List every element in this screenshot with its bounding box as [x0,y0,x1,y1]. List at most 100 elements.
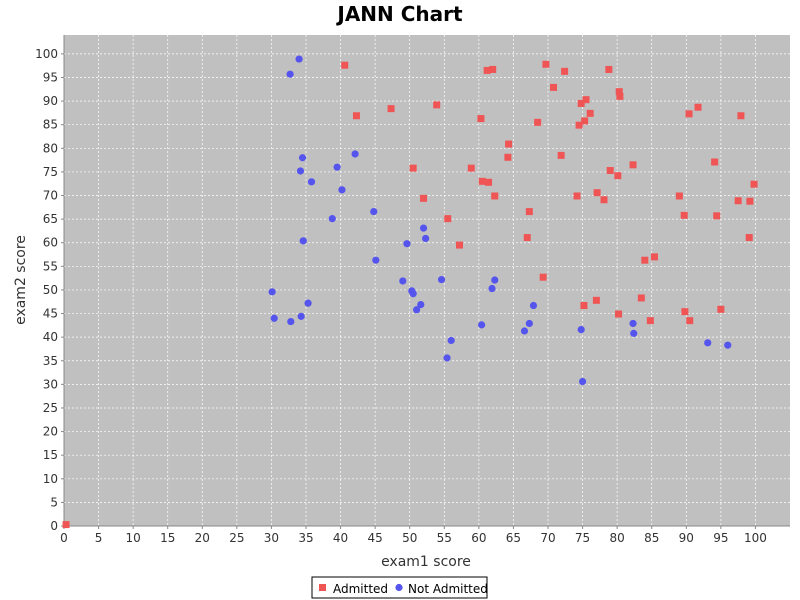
not-admitted-point [491,276,499,284]
chart-title: JANN Chart [335,2,463,26]
not-admitted-point [297,312,305,320]
admitted-point [580,302,588,310]
admitted-point [646,317,654,325]
legend-admitted-label: Admitted [333,582,388,596]
not-admitted-point [372,256,380,264]
not-admitted-point [370,207,378,216]
admitted-point [615,88,623,96]
not-admitted-point [287,317,295,326]
admitted-point [352,112,360,120]
grid-layer [63,35,790,527]
not-admitted-point [351,150,359,158]
not-admitted-point [304,299,312,307]
axis-layer: 0 5 10 15 20 25 30 35 40 45 50 55 60 65 70 75 80 85 90 95 10… [35,35,790,545]
not-admitted-point [403,240,411,248]
y-axis-label: exam2 score [13,235,29,325]
not-admitted-point [630,329,638,337]
x-tick-label: 95 [713,531,728,545]
y-tick-label: 75 [43,165,58,179]
admitted-point [525,208,533,216]
admitted-point [420,194,428,202]
admitted-point [606,166,614,174]
admitted-point [745,234,753,242]
not-admitted-point [704,339,712,347]
admitted-point [593,189,601,197]
admitted-point [614,172,622,180]
x-tick-label: 10 [126,531,141,545]
admitted-point [557,151,565,159]
admitted-point [685,110,693,118]
y-tick-label: 90 [43,94,58,108]
not-admitted-point [488,284,496,293]
y-tick-label: 60 [43,236,58,250]
not-admitted-point [577,326,585,334]
admitted-point [523,234,531,242]
y-tick-label: 65 [43,212,58,226]
x-tick-label: 65 [506,531,521,545]
admitted-point [573,192,581,200]
admitted-point [444,215,452,223]
admitted-point [641,256,649,264]
admitted-point [581,117,589,125]
not-admitted-point [447,336,455,345]
y-tick-label: 30 [43,377,58,391]
x-tick-label: 70 [540,531,555,545]
admitted-point [686,317,694,325]
x-tick-label: 75 [575,531,590,545]
not-admitted-point [629,319,637,328]
not-admitted-point [437,275,446,284]
not-admitted-point [307,178,316,186]
admitted-point [615,310,623,318]
y-tick-label: 40 [43,330,58,344]
admitted-point [750,180,758,188]
not-admitted-point [529,301,538,310]
not-admitted-point [525,319,533,328]
admitted-point [734,197,742,205]
x-tick-label: 5 [95,531,103,545]
admitted-point [539,273,547,281]
admitted-point [561,67,569,75]
admitted-point [455,241,463,249]
not-admitted-point [299,237,307,245]
x-tick-label: 0 [60,531,68,545]
not-admitted-point [417,300,425,309]
admitted-point [467,164,475,172]
not-admitted-point [409,290,417,298]
y-tick-label: 25 [43,401,58,415]
admitted-point [575,121,583,129]
not-admitted-point [419,224,428,232]
admitted-point [694,103,702,111]
admitted-point [387,105,395,113]
admitted-point [62,521,70,529]
y-tick-label: 15 [43,448,58,462]
not-admitted-point [443,354,451,362]
not-admitted-point [399,277,407,285]
x-tick-label: 25 [229,531,244,545]
x-tick-label: 15 [160,531,175,545]
x-tick-label: 35 [298,531,313,545]
admitted-point [675,192,683,200]
admitted-point [600,196,608,204]
legend-not-admitted-marker [395,583,403,592]
admitted-point [650,253,658,261]
not-admitted-point [413,306,421,314]
not-admitted-point [578,377,587,386]
y-tick-label: 80 [43,141,58,155]
x-axis-label: exam1 score [381,554,471,570]
x-tick-label: 80 [610,531,625,545]
x-tick-label: 60 [471,531,486,545]
admitted-point [713,212,721,220]
not-admitted-point [296,167,305,175]
y-tick-label: 70 [43,189,58,203]
admitted-point [550,83,558,91]
admitted-point [491,192,499,200]
admitted-point [746,197,754,205]
x-tick-label: 45 [368,531,383,545]
not-admitted-point [724,341,732,349]
x-tick-label: 55 [437,531,452,545]
x-tick-label: 50 [402,531,417,545]
not-admitted-point [270,314,278,322]
not-admitted-point [268,288,276,296]
x-tick-label: 90 [679,531,694,545]
admitted-point [433,101,441,109]
